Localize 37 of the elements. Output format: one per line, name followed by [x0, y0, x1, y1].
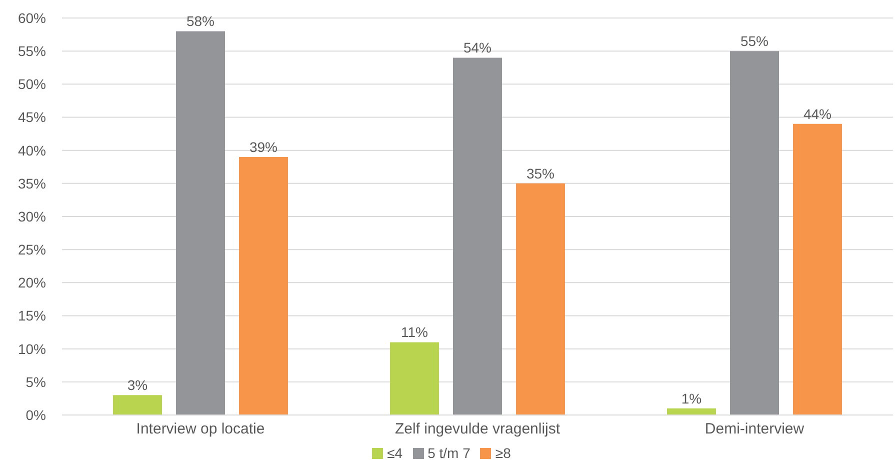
x-tick-label: Demi-interview	[704, 420, 804, 438]
y-tick-label: 0%	[26, 406, 46, 423]
y-tick-label: 5%	[26, 374, 46, 390]
bar	[667, 408, 716, 415]
bar	[113, 395, 162, 415]
legend-label: ≥8	[495, 445, 511, 461]
bar	[176, 31, 225, 415]
y-tick-label: 50%	[18, 76, 46, 92]
bar	[516, 183, 565, 415]
bar	[453, 58, 502, 415]
data-label: 55%	[740, 33, 769, 50]
y-tick-label: 55%	[18, 43, 46, 60]
bar	[793, 124, 842, 415]
y-tick-label: 20%	[18, 274, 46, 291]
y-tick-label: 25%	[18, 242, 46, 258]
y-tick-label: 45%	[18, 109, 46, 126]
bar	[730, 51, 779, 415]
legend-label: 5 t/m 7	[428, 445, 470, 461]
y-tick-label: 35%	[18, 175, 46, 192]
x-tick-label: Interview op locatie	[136, 420, 265, 438]
bar	[239, 156, 288, 415]
y-tick-label: 60%	[18, 10, 46, 26]
data-label: 44%	[803, 106, 832, 122]
data-label: 11%	[401, 324, 428, 340]
legend-label: ≤4	[387, 445, 403, 461]
y-tick-label: 10%	[18, 340, 46, 357]
bar	[390, 342, 439, 415]
data-label: 3%	[127, 377, 148, 394]
y-tick-label: 30%	[18, 208, 46, 224]
x-tick-label: Zelf ingevulde vragenlijst	[394, 420, 561, 438]
y-tick-label: 15%	[18, 308, 46, 324]
y-tick-label: 40%	[18, 142, 46, 158]
data-label: 58%	[186, 13, 215, 30]
data-label: 1%	[681, 390, 702, 406]
data-label: 35%	[526, 165, 555, 182]
data-label: 54%	[463, 40, 492, 56]
data-label: 39%	[249, 138, 278, 155]
